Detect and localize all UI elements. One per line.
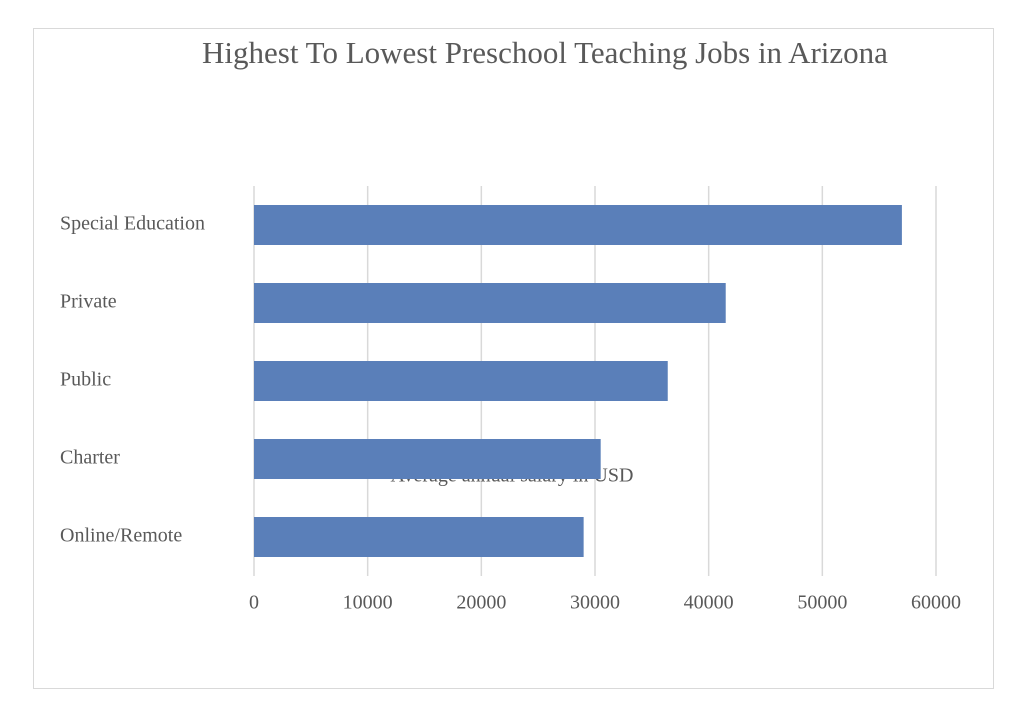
bar <box>254 205 902 245</box>
x-tick-label: 20000 <box>456 592 506 614</box>
x-tick-label: 40000 <box>684 592 734 614</box>
y-tick-label: Online/Remote <box>60 525 182 547</box>
y-tick-label: Charter <box>60 447 120 469</box>
x-tick-label: 30000 <box>570 592 620 614</box>
y-tick-label: Private <box>60 291 117 313</box>
x-tick-label: 0 <box>249 592 259 614</box>
bar <box>254 361 668 401</box>
bar <box>254 283 726 323</box>
y-tick-label: Special Education <box>60 213 205 235</box>
bar <box>254 517 584 557</box>
y-tick-label: Public <box>60 369 111 391</box>
bar <box>254 439 601 479</box>
x-tick-label: 10000 <box>343 592 393 614</box>
x-tick-label: 50000 <box>797 592 847 614</box>
chart-frame <box>33 28 994 689</box>
x-tick-label: 60000 <box>911 592 961 614</box>
chart-title: Highest To Lowest Preschool Teaching Job… <box>202 35 888 70</box>
